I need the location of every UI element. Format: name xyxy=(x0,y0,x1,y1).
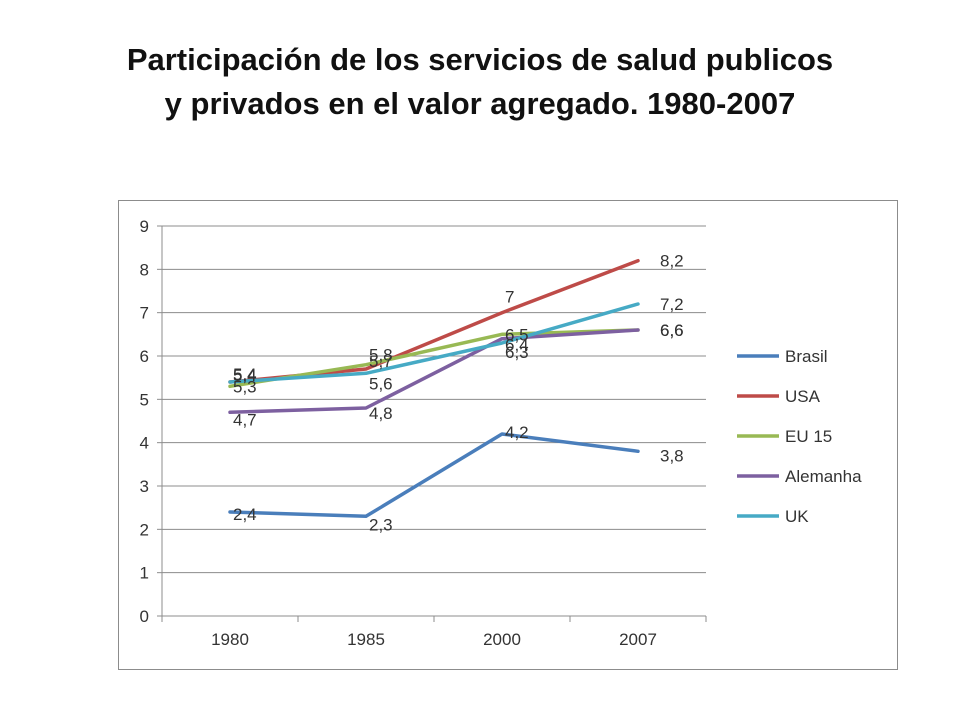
data-label: 5,7 xyxy=(369,352,393,371)
data-label: 7,2 xyxy=(660,295,684,314)
data-label: 5,6 xyxy=(369,374,393,393)
data-label: 3,8 xyxy=(660,446,684,465)
x-tick-label: 2000 xyxy=(483,630,521,649)
series-line-brasil xyxy=(228,432,640,519)
data-label: 4,2 xyxy=(505,423,529,442)
y-tick-label: 2 xyxy=(140,520,149,539)
x-tick-label: 1980 xyxy=(211,630,249,649)
y-tick-label: 6 xyxy=(140,347,149,366)
data-label: 6,6 xyxy=(660,321,684,340)
x-tick-label: 1985 xyxy=(347,630,385,649)
legend-label: Brasil xyxy=(785,347,828,366)
y-tick-label: 5 xyxy=(140,390,149,409)
slide-title: Participación de los servicios de salud … xyxy=(0,38,960,126)
legend-label: EU 15 xyxy=(785,427,832,446)
y-tick-label: 9 xyxy=(140,217,149,236)
legend-label: UK xyxy=(785,507,809,526)
title-line-2: y privados en el valor agregado. 1980-20… xyxy=(164,86,796,121)
data-label: 5,4 xyxy=(233,366,257,385)
title-line-1: Participación de los servicios de salud … xyxy=(126,42,834,77)
line-chart: 2,4 2,3 4,2 3,8 5,4 5,7 7 8,2 5,3 5,8 6,5 6,6 4,7 4,8… xyxy=(140,217,863,649)
data-label: 7 xyxy=(505,288,514,307)
chart-frame: 2,4 2,3 4,2 3,8 5,4 5,7 7 8,2 5,3 5,8 6,5 6,6 4,7 4,8… xyxy=(118,200,898,670)
y-tick-label: 1 xyxy=(140,564,149,583)
series-line-alemanha xyxy=(228,328,640,415)
legend-label: USA xyxy=(785,387,821,406)
data-label: 2,3 xyxy=(369,515,393,534)
series-line-eu-15 xyxy=(228,328,640,389)
data-label: 5,8 xyxy=(369,346,393,365)
data-label: 4,7 xyxy=(233,410,257,429)
series-line-uk xyxy=(228,302,640,384)
y-tick-label: 8 xyxy=(140,260,149,279)
legend-label: Alemanha xyxy=(785,467,862,486)
data-label: 5,4 xyxy=(233,365,257,384)
y-tick-label: 0 xyxy=(140,607,149,626)
y-tick-label: 4 xyxy=(140,434,149,453)
data-label: 6,6 xyxy=(660,321,684,340)
y-tick-label: 3 xyxy=(140,477,149,496)
data-label: 4,8 xyxy=(369,404,393,423)
data-label: 2,4 xyxy=(233,505,257,524)
data-label: 8,2 xyxy=(660,252,684,271)
data-label: 6,4 xyxy=(505,336,529,355)
x-tick-label: 2007 xyxy=(619,630,657,649)
data-label: 6,5 xyxy=(505,325,529,344)
data-label: 5,3 xyxy=(233,377,257,396)
data-label: 6,3 xyxy=(505,343,529,362)
y-tick-label: 7 xyxy=(140,304,149,323)
